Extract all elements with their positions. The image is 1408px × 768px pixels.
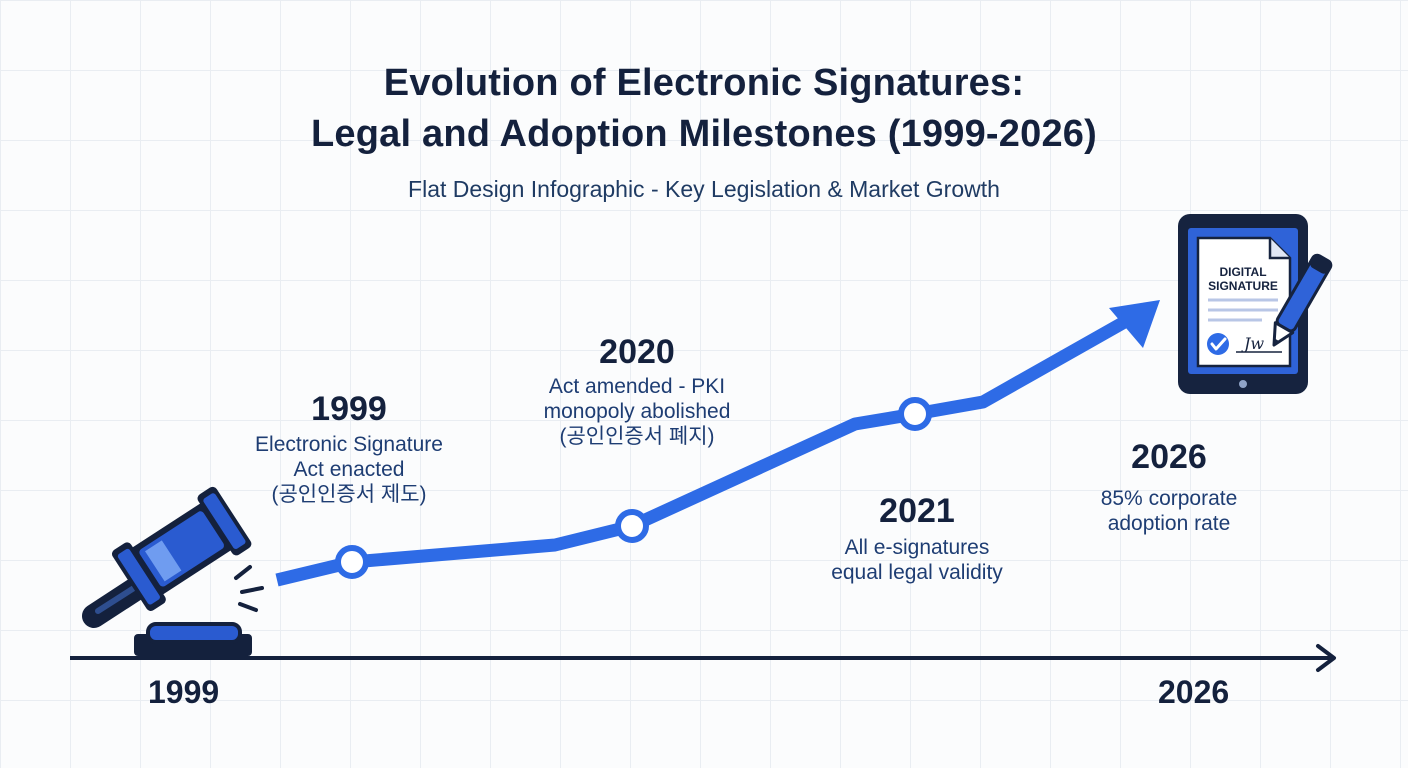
page-subtitle: Flat Design Infographic - Key Legislatio… bbox=[408, 176, 1000, 202]
milestone-desc-line: (공인인증서 제도) bbox=[271, 483, 427, 506]
milestone-year-2021: 2021 bbox=[879, 492, 955, 530]
page-title-line2: Legal and Adoption Milestones (1999-2026… bbox=[311, 113, 1097, 155]
axis-end-label: 2026 bbox=[1158, 674, 1230, 710]
milestone-marker-2021 bbox=[898, 397, 932, 431]
tablet-doc-line1: DIGITAL bbox=[1219, 265, 1266, 279]
pen-icon bbox=[1272, 253, 1333, 347]
milestone-desc-2020: Act amended - PKI monopoly abolished (공인… bbox=[487, 374, 787, 449]
milestone-desc-line: Act amended - PKI bbox=[548, 375, 726, 398]
gavel-icon bbox=[82, 486, 264, 656]
checkmark-icon bbox=[1207, 333, 1229, 355]
milestone-desc-line: equal legal validity bbox=[831, 561, 1003, 584]
milestone-desc-1999: Electronic Signature Act enacted (공인인증서 … bbox=[199, 432, 499, 507]
milestone-desc-2026: 85% corporate adoption rate bbox=[1019, 486, 1319, 536]
milestone-marker-1999 bbox=[335, 545, 369, 579]
axis-start-label: 1999 bbox=[148, 674, 220, 710]
page-title-line1: Evolution of Electronic Signatures: bbox=[383, 62, 1025, 104]
milestone-desc-line: Electronic Signature bbox=[255, 433, 443, 456]
milestone-desc-line: All e-signatures bbox=[844, 536, 990, 559]
timeline-axis-arrow bbox=[1316, 644, 1336, 672]
milestone-desc-line: 85% corporate bbox=[1100, 487, 1238, 510]
growth-arrow-head bbox=[1109, 300, 1160, 348]
milestone-year-2020: 2020 bbox=[599, 333, 675, 371]
milestone-marker-2020 bbox=[615, 509, 649, 543]
tablet-doc-line2: SIGNATURE bbox=[1208, 279, 1278, 293]
growth-trend-line bbox=[275, 314, 1132, 587]
milestone-year-1999: 1999 bbox=[311, 390, 387, 428]
milestone-year-2026: 2026 bbox=[1131, 438, 1207, 476]
milestone-desc-line: Act enacted bbox=[293, 458, 405, 481]
milestone-desc-line: (공인인증서 폐지) bbox=[559, 425, 715, 448]
milestone-desc-line: adoption rate bbox=[1107, 512, 1231, 535]
milestone-desc-line: monopoly abolished bbox=[543, 400, 731, 423]
milestone-desc-2021: All e-signatures equal legal validity bbox=[767, 535, 1067, 585]
tablet-signature-text: Jw bbox=[1241, 334, 1264, 353]
